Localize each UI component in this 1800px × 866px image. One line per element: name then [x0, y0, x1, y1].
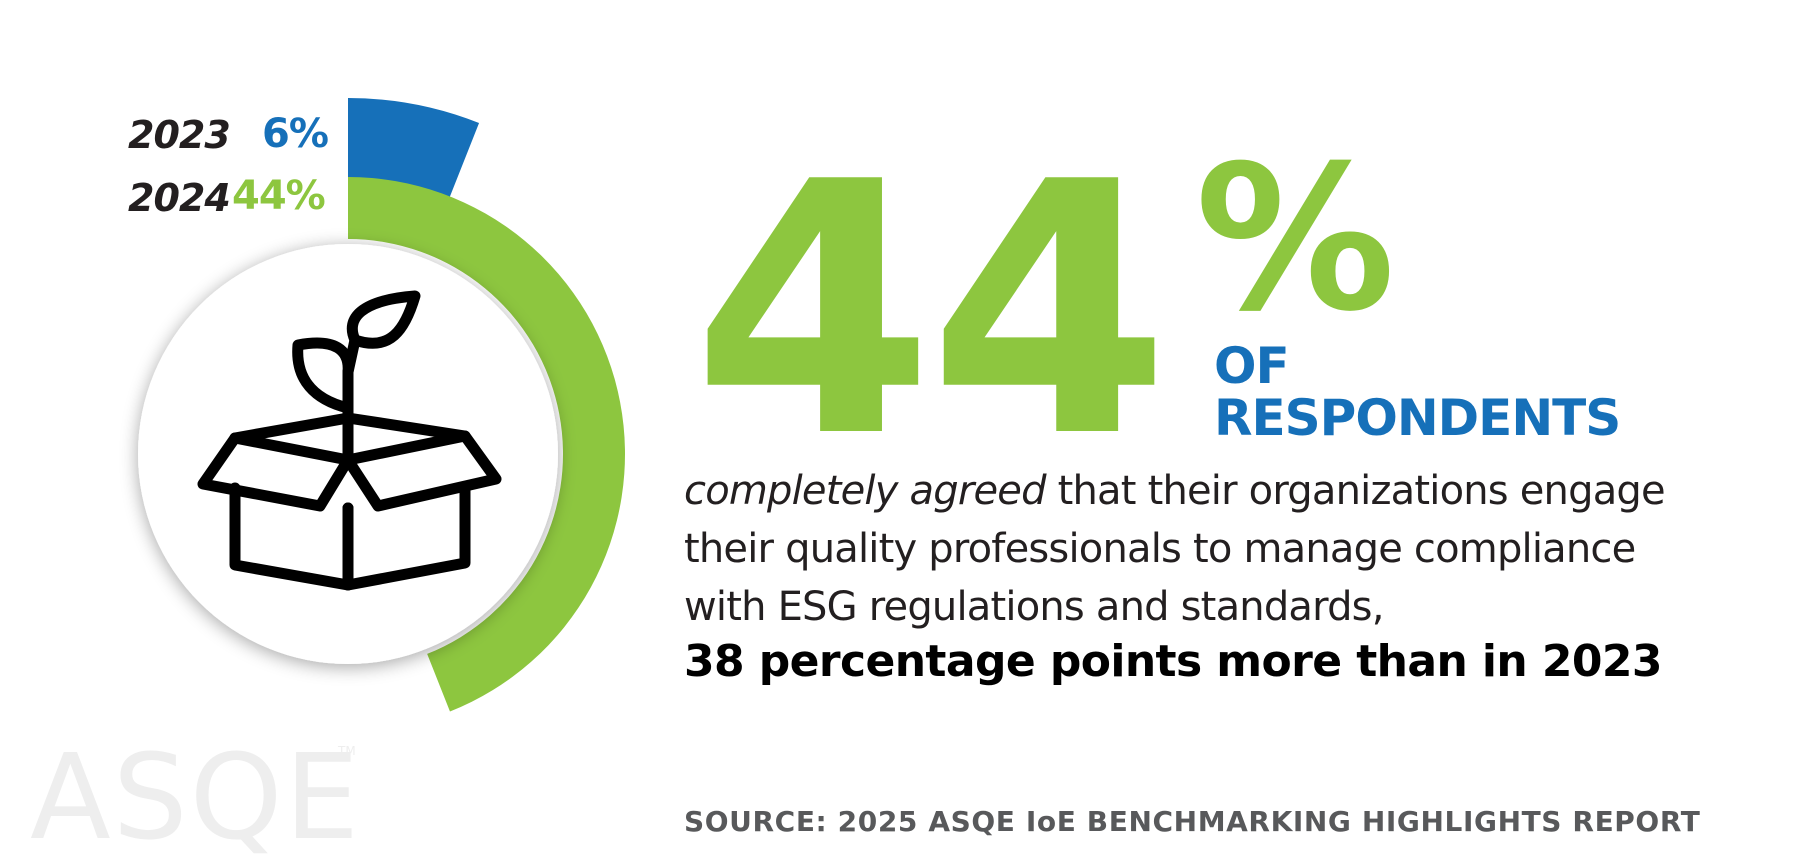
plant-in-box-icon [197, 290, 502, 591]
highlight-statement: 38 percentage points more than in 2023 [684, 636, 1663, 687]
asqe-logo-trademark: TM [338, 744, 356, 758]
headline-of: OF [1214, 337, 1290, 395]
description-line-2: their quality professionals to manage co… [684, 526, 1636, 572]
description-paragraph: completely agreed that their organizatio… [684, 462, 1794, 636]
description-line-3: with ESG regulations and standards, [684, 584, 1384, 630]
legend-year-2023: 2023 [128, 113, 231, 157]
headline-percent-sign: % [1195, 123, 1396, 356]
source-citation: SOURCE: 2025 ASQE IoE BENCHMARKING HIGHL… [684, 805, 1701, 838]
radial-bar-2024 [348, 177, 625, 712]
headline-subtitle: OF RESPONDENTS [1214, 337, 1621, 447]
description-line-1-rest: that their organizations engage [1045, 468, 1666, 514]
description-line-1: completely agreed that their organizatio… [684, 462, 1794, 520]
legend-year-2024: 2024 [128, 176, 231, 220]
headline-respondents: RESPONDENTS [1214, 389, 1621, 447]
headline-number: 44 [692, 109, 1170, 514]
description-emphasis: completely agreed [684, 468, 1047, 514]
legend-value-2023: 6% [262, 111, 329, 157]
asqe-logo: ASQE [30, 728, 362, 866]
legend-value-2024: 44% [232, 173, 326, 219]
